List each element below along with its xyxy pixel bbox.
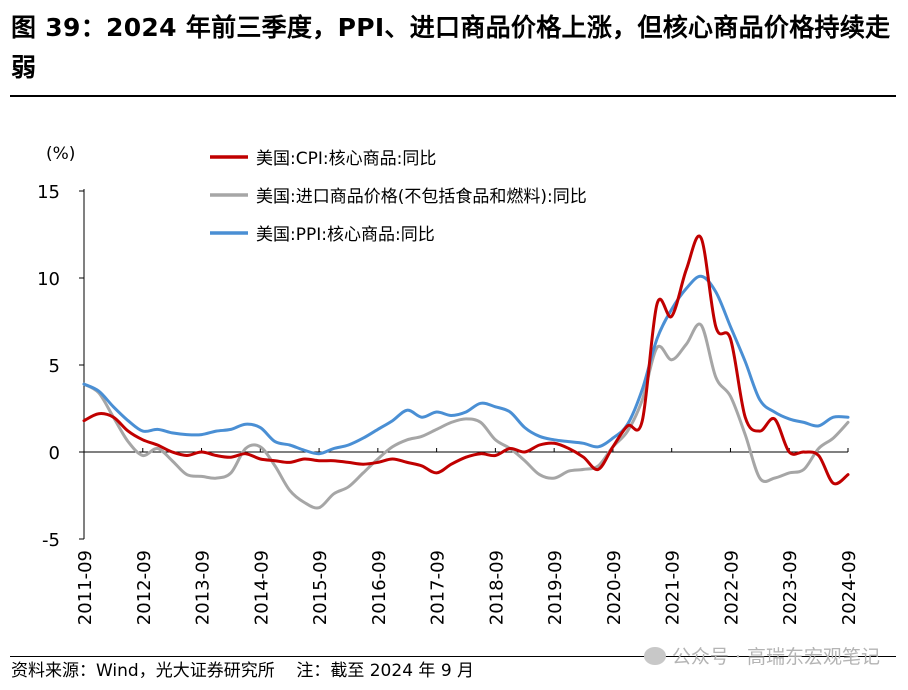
y-tick-label: -5	[42, 530, 60, 551]
x-tick-label: 2019-09	[545, 550, 566, 625]
x-tick-label: 2011-09	[75, 550, 96, 625]
import-price-line	[82, 322, 850, 510]
watermark-text: 公众号 · 高瑞东宏观笔记	[671, 646, 880, 668]
x-axis: 2011-09 2012-09 2013-09 2014-09 2015-09 2016-…	[75, 448, 860, 625]
ppi-core-goods-line	[82, 274, 850, 456]
y-tick-label: 5	[49, 356, 60, 377]
source-note: 资料来源：Wind，光大证券研究所 注：截至 2024 年 9 月	[11, 661, 475, 681]
y-tick-label: 0	[49, 443, 60, 464]
y-tick-label: 10	[37, 269, 60, 290]
title-rule	[10, 95, 896, 97]
legend-label-import-price: 美国:进口商品价格(不包括食品和燃料):同比	[256, 187, 587, 207]
x-tick-label: 2023-09	[780, 550, 801, 625]
x-tick-label: 2024-09	[839, 550, 860, 625]
x-tick-label: 2012-09	[134, 550, 155, 625]
figure-title: 图 39：2024 年前三季度，PPI、进口商品价格上涨，但核心商品价格持续走弱	[11, 13, 891, 82]
cpi-core-goods-line	[82, 234, 850, 486]
x-tick-label: 2018-09	[486, 550, 507, 625]
y-tick-label: 15	[37, 182, 60, 203]
unit-label: (%)	[46, 144, 75, 164]
legend-label-ppi: 美国:PPI:核心商品:同比	[256, 225, 435, 245]
footer-rule	[10, 656, 896, 657]
wechat-icon	[643, 647, 666, 665]
x-tick-label: 2013-09	[193, 550, 214, 625]
y-axis: -5 0 5 10 15	[37, 182, 85, 551]
x-tick-label: 2014-09	[251, 550, 272, 625]
x-tick-label: 2021-09	[663, 550, 684, 625]
x-tick-label: 2022-09	[721, 550, 742, 625]
x-tick-label: 2016-09	[369, 550, 390, 625]
legend-label-cpi: 美国:CPI:核心商品:同比	[256, 149, 436, 169]
series-lines	[82, 234, 850, 510]
x-tick-label: 2015-09	[310, 550, 331, 625]
x-tick-label: 2017-09	[428, 550, 449, 625]
line-chart: 美国:CPI:核心商品:同比 美国:进口商品价格(不包括食品和燃料):同比 美国…	[37, 144, 860, 625]
x-tick-label: 2020-09	[604, 550, 625, 625]
legend: 美国:CPI:核心商品:同比 美国:进口商品价格(不包括食品和燃料):同比 美国…	[210, 149, 587, 245]
watermark: 公众号 · 高瑞东宏观笔记	[643, 644, 880, 670]
